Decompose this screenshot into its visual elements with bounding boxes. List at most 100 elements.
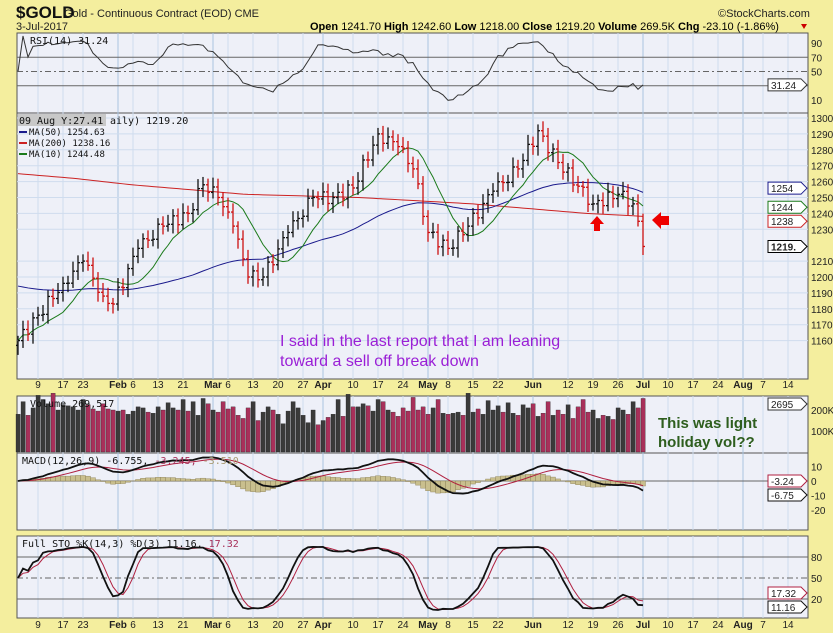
price-bar [556, 139, 560, 170]
volume-bar [445, 414, 451, 453]
volume-bar [245, 407, 251, 453]
volume-bar [545, 401, 551, 453]
price-bar [276, 239, 280, 271]
volume-bar [295, 407, 301, 453]
volume-bar [620, 409, 626, 453]
price-bar [56, 282, 60, 304]
volume-bar [515, 415, 521, 453]
price-bar [191, 202, 195, 223]
volume-bar [365, 405, 371, 453]
price-bar [351, 176, 355, 196]
price-bar [111, 297, 115, 314]
macd-histogram-bar [150, 477, 156, 482]
rsi-line [17, 35, 644, 101]
volume-bar [420, 406, 426, 453]
price-bar [106, 287, 110, 312]
price-bar [311, 189, 315, 207]
price-bar [321, 182, 325, 205]
volume-bar [480, 414, 486, 453]
volume-bar [455, 411, 461, 453]
price-bar [171, 209, 175, 234]
x-tick-label: 26 [612, 380, 624, 391]
price-bar [51, 288, 55, 307]
macd-histogram-bar [140, 478, 146, 482]
price-bar [561, 153, 565, 180]
price-bar [441, 234, 445, 257]
price-bar [261, 267, 265, 286]
price-bar [266, 256, 270, 287]
volume-bar [265, 406, 271, 453]
volume-bar [380, 401, 386, 453]
macd-histogram-bar [220, 480, 226, 482]
volume-bar [460, 415, 466, 453]
macd-tag-bg [767, 488, 808, 502]
volume-bar [110, 409, 116, 453]
volume-bar [260, 411, 266, 453]
volume-bar [430, 407, 436, 453]
price-bar [296, 211, 300, 230]
macd-histogram-bar [485, 478, 491, 482]
macd-histogram-bar [390, 477, 396, 482]
price-bar [391, 130, 395, 151]
chart-marks [15, 35, 646, 611]
x-tick-label: 22 [492, 380, 504, 391]
brand[interactable]: ©StockCharts.com [718, 8, 810, 20]
price-tick-label: 1270 [811, 162, 833, 173]
volume-bar [155, 406, 161, 453]
volume-bar [20, 401, 26, 453]
x-tick-label: 24 [397, 620, 409, 631]
volume-tag-bg [767, 397, 808, 411]
macd-histogram-bar [60, 475, 66, 482]
x-tick-label: 14 [782, 380, 794, 391]
macd-histogram-bar [215, 479, 221, 482]
macd-histogram-bar [105, 480, 111, 484]
volume-tick-label: 200K [811, 406, 833, 417]
price-bar [31, 312, 35, 344]
price-bar [616, 186, 620, 208]
x-tick-label: 7 [760, 620, 766, 631]
price-bar [596, 194, 600, 214]
volume-bar [280, 423, 286, 453]
x-tick-label: 14 [782, 620, 794, 631]
volume-bar [25, 415, 31, 453]
price-bar [581, 180, 585, 197]
price-bar [231, 203, 235, 234]
price-bar [96, 272, 100, 302]
price-bar [91, 257, 95, 287]
price-bar [461, 222, 465, 242]
price-bar [186, 205, 190, 223]
macd-histogram-bar [340, 478, 346, 482]
price-tick-label: 1190 [811, 289, 833, 300]
price-bar [501, 175, 505, 192]
volume-bar [225, 408, 231, 453]
macd-histogram-bar [170, 477, 176, 482]
macd-histogram-bar [70, 475, 76, 482]
rsi-label: RSI(14) 31.24 [30, 36, 108, 47]
sto-tick-label: 20 [811, 595, 823, 606]
x-tick-label: May [418, 620, 438, 631]
price-bar [41, 305, 45, 322]
volume-bar [50, 393, 56, 453]
x-tick-label: 13 [152, 380, 164, 391]
macd-histogram-bar [185, 478, 191, 482]
x-tick-label: Jun [524, 380, 542, 391]
x-tick-label: 9 [35, 620, 41, 631]
x-tick-label: 10 [347, 620, 359, 631]
volume-bar [565, 404, 571, 453]
x-tick-label: 17 [687, 620, 699, 631]
macd-histogram-bar [400, 479, 406, 482]
price-bar [536, 124, 540, 156]
volume-bar [325, 417, 331, 453]
price-bar [396, 134, 400, 156]
macd-histogram-bar [475, 480, 481, 483]
price-bar [531, 136, 535, 155]
macd-signal-line [17, 458, 644, 490]
price-bar [446, 231, 450, 255]
price-bar [611, 185, 615, 208]
price-bar [216, 178, 220, 206]
volume-bar [45, 403, 51, 453]
x-tick-label: 24 [712, 620, 724, 631]
macd-histogram-bar [395, 478, 401, 482]
macd-histogram-bar [380, 476, 386, 482]
macd-histogram-bar [190, 479, 196, 482]
